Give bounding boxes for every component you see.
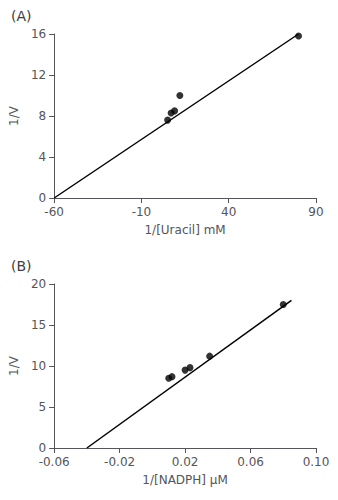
svg-text:-10: -10 xyxy=(132,205,152,219)
svg-text:1/V: 1/V xyxy=(7,105,21,126)
svg-text:(A): (A) xyxy=(11,8,32,24)
svg-text:1/[Uracil] mM: 1/[Uracil] mM xyxy=(144,223,225,237)
svg-text:1/[NADPH] μM: 1/[NADPH] μM xyxy=(142,473,228,487)
svg-text:10: 10 xyxy=(31,359,46,373)
svg-text:4: 4 xyxy=(39,150,47,164)
svg-text:15: 15 xyxy=(31,318,46,332)
svg-text:0.06: 0.06 xyxy=(237,455,264,469)
svg-text:-0.02: -0.02 xyxy=(104,455,135,469)
svg-text:0: 0 xyxy=(39,441,47,455)
svg-text:8: 8 xyxy=(39,109,47,123)
svg-text:12: 12 xyxy=(31,68,46,82)
svg-text:-60: -60 xyxy=(44,205,64,219)
svg-text:5: 5 xyxy=(39,400,47,414)
svg-text:(B): (B) xyxy=(11,258,32,274)
svg-text:90: 90 xyxy=(308,205,323,219)
svg-text:1/V: 1/V xyxy=(7,355,21,376)
svg-text:0: 0 xyxy=(39,191,47,205)
svg-text:-0.06: -0.06 xyxy=(39,455,70,469)
svg-text:20: 20 xyxy=(31,277,46,291)
svg-text:40: 40 xyxy=(221,205,236,219)
svg-text:0.02: 0.02 xyxy=(172,455,199,469)
svg-text:16: 16 xyxy=(31,27,46,41)
svg-text:0.10: 0.10 xyxy=(303,455,330,469)
